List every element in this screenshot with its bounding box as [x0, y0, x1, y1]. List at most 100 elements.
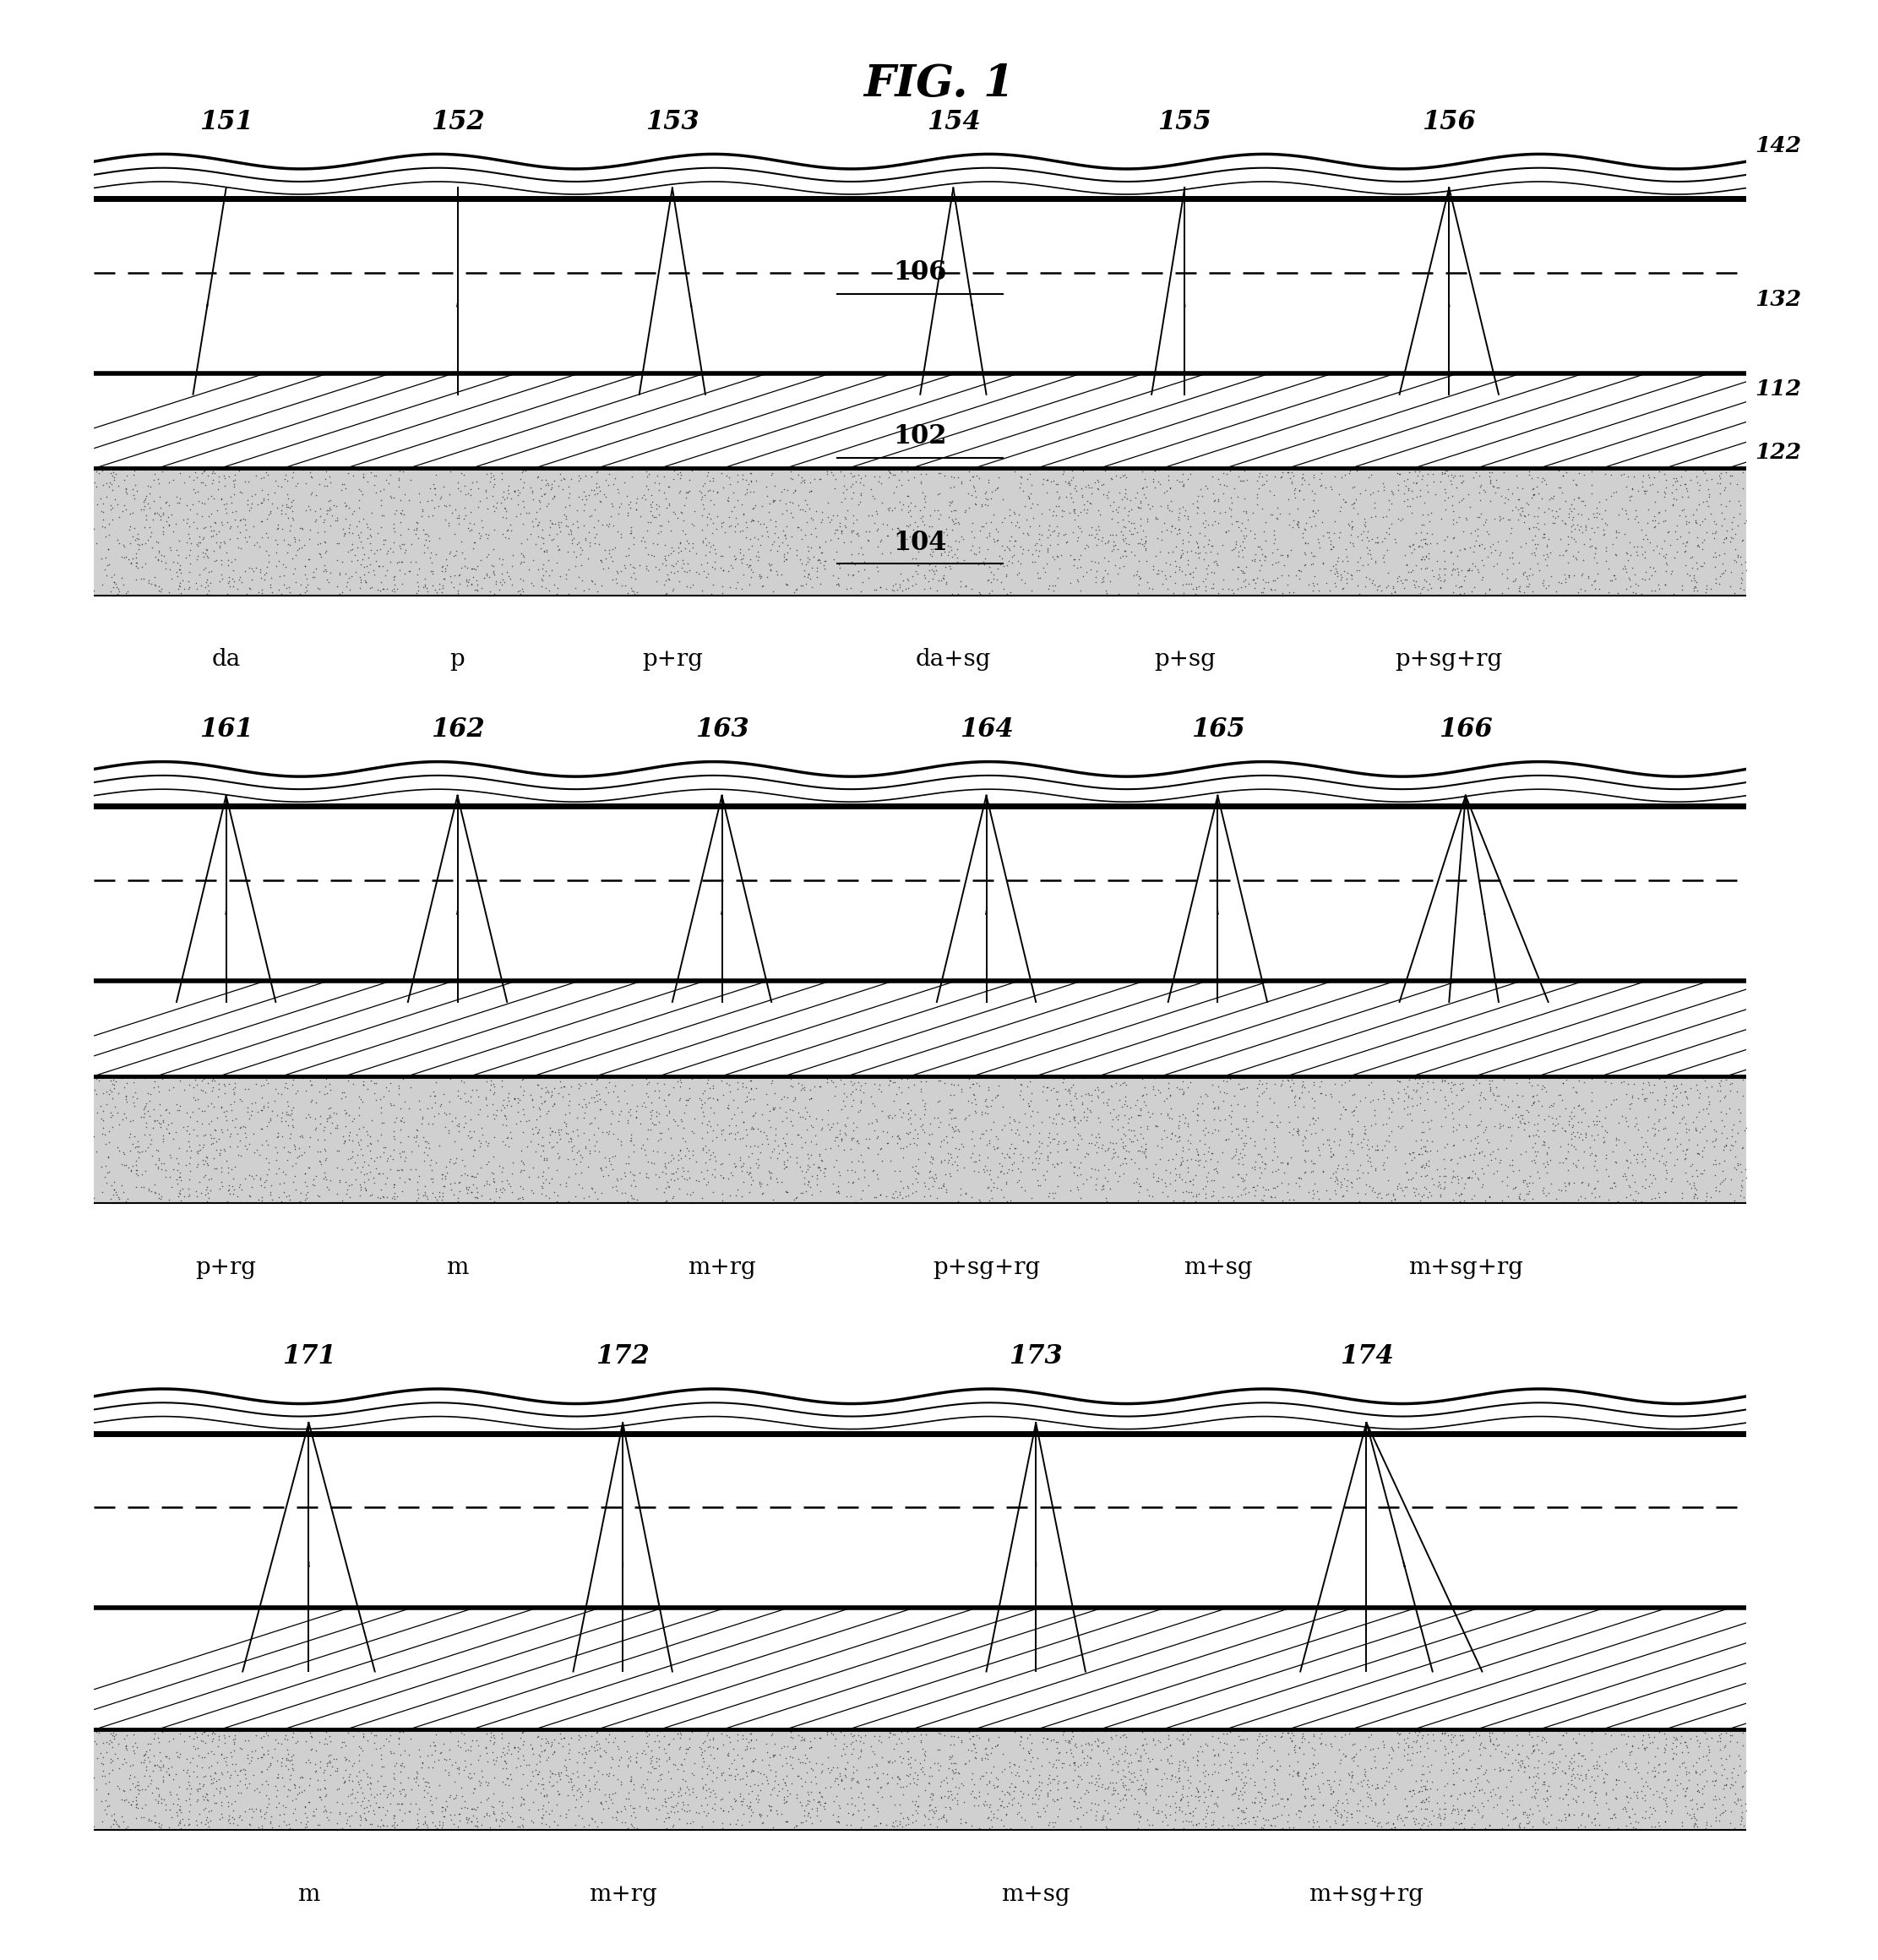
Point [1288, 1066, 1318, 1098]
Point [291, 1801, 321, 1833]
Point [1200, 1788, 1230, 1819]
Point [531, 1725, 562, 1756]
Point [1055, 568, 1085, 600]
Point [1211, 459, 1241, 490]
Point [408, 1746, 438, 1778]
Point [220, 465, 250, 496]
Point [372, 465, 402, 496]
Point [272, 1774, 302, 1805]
Point [1564, 1090, 1594, 1121]
Point [1181, 578, 1211, 610]
Point [1700, 1145, 1730, 1176]
Point [1048, 519, 1078, 551]
Point [1700, 1756, 1730, 1788]
Point [439, 1766, 470, 1797]
Point [894, 1103, 924, 1135]
Point [456, 553, 486, 584]
Point [1671, 1772, 1701, 1803]
Point [1726, 1098, 1756, 1129]
Point [849, 1727, 879, 1758]
Point [520, 1135, 550, 1166]
Point [1407, 461, 1437, 492]
Point [182, 476, 212, 508]
Point [347, 1111, 377, 1143]
Point [1059, 504, 1089, 535]
Point [1671, 1062, 1701, 1094]
Point [1044, 482, 1074, 514]
Point [1407, 543, 1437, 574]
Point [188, 1752, 218, 1784]
Point [1221, 531, 1251, 563]
Point [618, 1791, 648, 1823]
Point [379, 1135, 409, 1166]
Point [165, 482, 195, 514]
Point [821, 1080, 851, 1111]
Point [845, 466, 875, 498]
Point [424, 523, 454, 555]
Point [1726, 572, 1756, 604]
Point [875, 1744, 905, 1776]
Point [886, 1727, 916, 1758]
Point [1286, 1795, 1316, 1827]
Point [207, 545, 237, 576]
Point [1564, 1717, 1594, 1748]
Point [1324, 1103, 1354, 1135]
Point [1639, 1107, 1670, 1139]
Point [1273, 1092, 1303, 1123]
Point [1407, 1133, 1437, 1164]
Point [879, 476, 909, 508]
Point [98, 1727, 128, 1758]
Point [454, 1123, 485, 1154]
Point [708, 1795, 738, 1827]
Point [513, 523, 543, 555]
Point [573, 1764, 603, 1795]
Point [389, 1145, 419, 1176]
Point [1658, 470, 1688, 502]
Point [1343, 1105, 1373, 1137]
Point [1425, 564, 1455, 596]
Point [573, 1735, 603, 1766]
Point [1268, 1147, 1298, 1178]
Point [1698, 1149, 1728, 1180]
Point [659, 1062, 689, 1094]
Point [905, 1109, 935, 1141]
Point [1439, 521, 1469, 553]
Point [323, 1186, 353, 1217]
Point [383, 1729, 413, 1760]
Point [1027, 1727, 1057, 1758]
Point [1121, 559, 1151, 590]
Point [655, 1762, 685, 1793]
Point [359, 1078, 389, 1109]
Point [408, 1180, 438, 1211]
Point [1347, 523, 1377, 555]
Point [674, 1723, 704, 1754]
Point [1579, 1145, 1609, 1176]
Point [1337, 510, 1367, 541]
Point [220, 496, 250, 527]
Point [1439, 1768, 1469, 1799]
Point [115, 1117, 145, 1149]
Point [379, 1750, 409, 1782]
Point [1568, 1788, 1598, 1819]
Point [885, 1094, 915, 1125]
Point [729, 1105, 759, 1137]
Point [1070, 529, 1101, 561]
Point [772, 1176, 802, 1207]
Point [451, 564, 481, 596]
Point [1087, 563, 1117, 594]
Point [154, 1117, 184, 1149]
Point [1104, 476, 1134, 508]
Point [1256, 1809, 1286, 1840]
Point [1728, 1772, 1758, 1803]
Point [524, 555, 554, 586]
Point [473, 1782, 503, 1813]
Point [607, 1807, 637, 1838]
Point [575, 1139, 605, 1170]
Point [1681, 1756, 1711, 1788]
Point [1718, 523, 1748, 555]
Point [327, 474, 357, 506]
Point [475, 1815, 505, 1846]
Point [190, 453, 220, 484]
Point [173, 564, 203, 596]
Point [1439, 1129, 1469, 1160]
